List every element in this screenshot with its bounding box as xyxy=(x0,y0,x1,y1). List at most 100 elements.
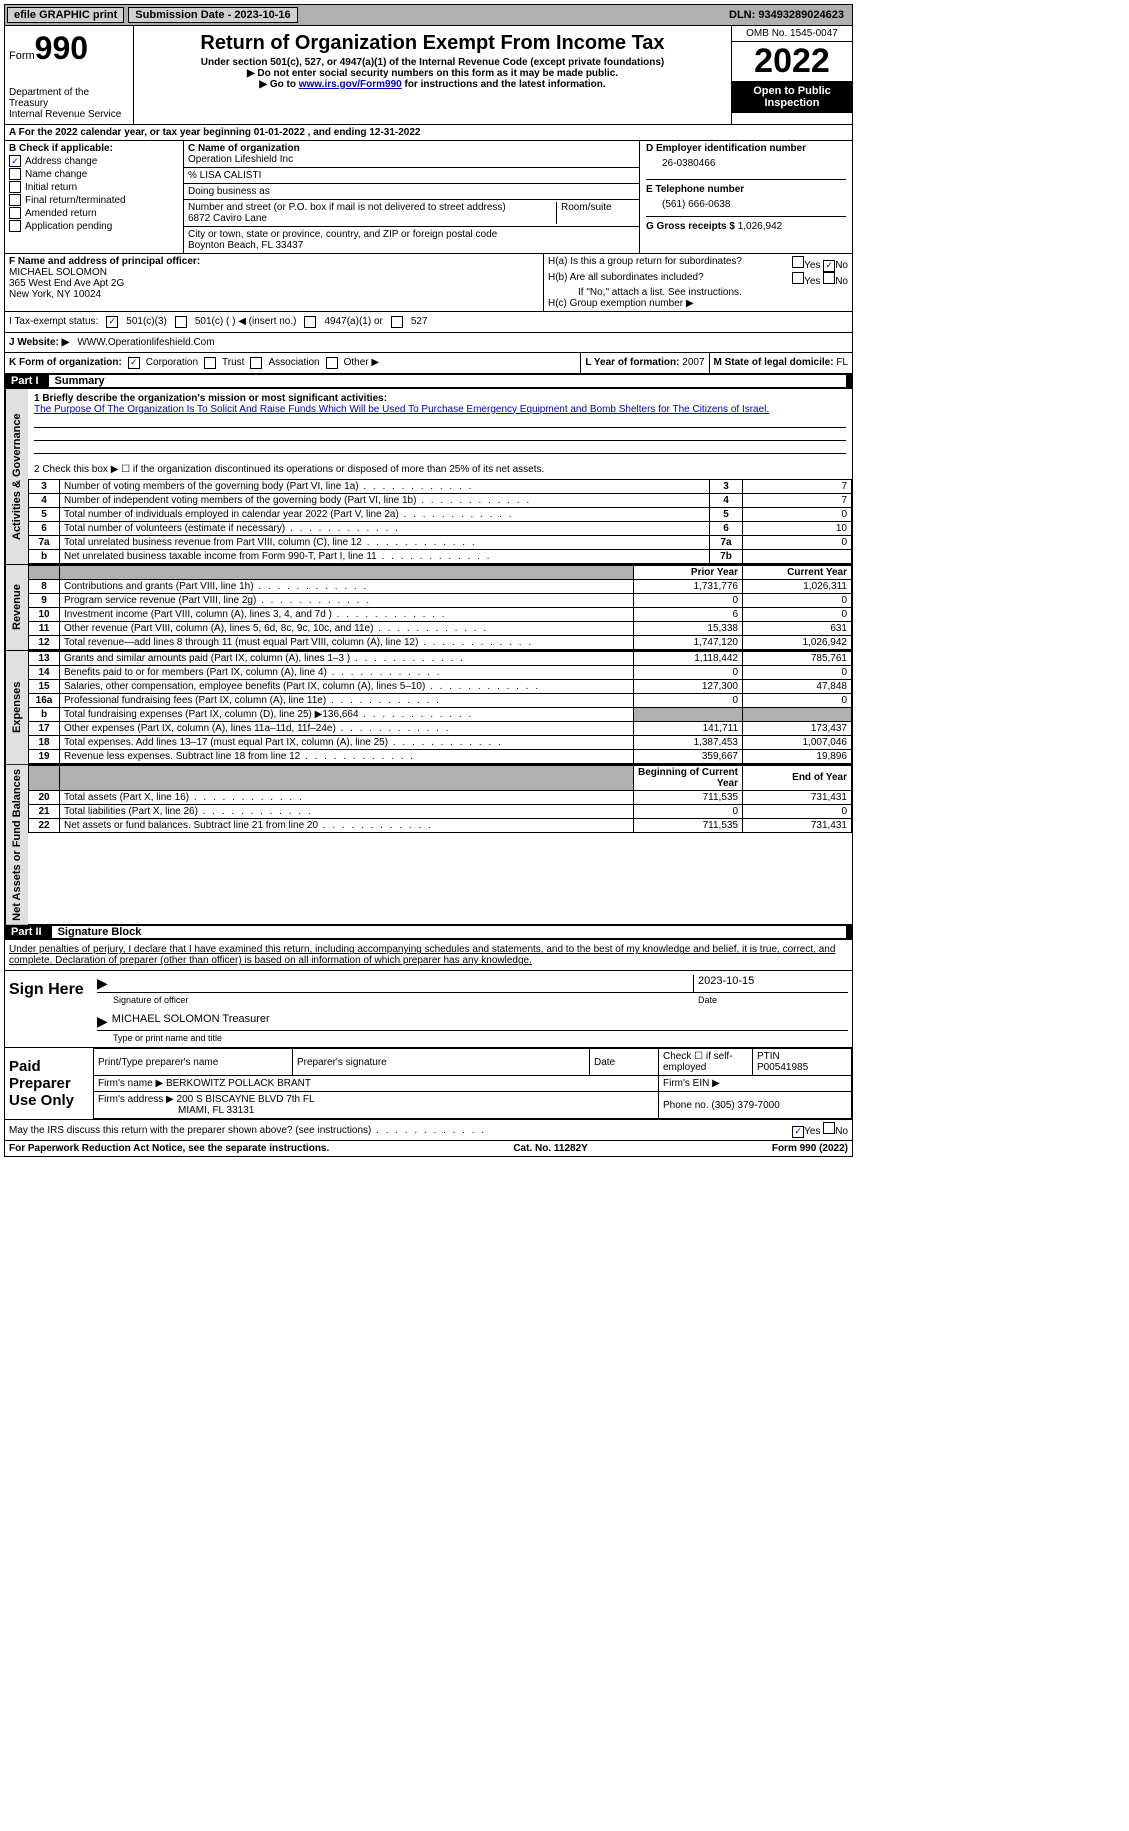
row-fh: F Name and address of principal officer:… xyxy=(5,253,852,311)
firm-addr: 200 S BISCAYNE BLVD 7th FL xyxy=(177,1094,315,1105)
i-label: I Tax-exempt status: xyxy=(9,316,98,327)
year-formation: 2007 xyxy=(682,357,704,368)
form-ref: Form 990 (2022) xyxy=(772,1143,848,1154)
prior-year-value: 6 xyxy=(634,607,743,621)
line-value: 7 xyxy=(743,493,852,507)
check-initial-return[interactable] xyxy=(9,181,21,193)
irs-link[interactable]: www.irs.gov/Form990 xyxy=(299,79,402,90)
line-box: 6 xyxy=(710,521,743,535)
row-a-calendar-year: A For the 2022 calendar year, or tax yea… xyxy=(5,125,852,141)
paid-preparer-row: Paid Preparer Use Only Print/Type prepar… xyxy=(5,1047,852,1119)
form-990: efile GRAPHIC print Submission Date - 20… xyxy=(4,4,853,1157)
check-address-change[interactable] xyxy=(9,155,21,167)
phone-label: Phone no. xyxy=(663,1100,709,1111)
phone-value: (305) 379-7000 xyxy=(711,1100,779,1111)
row-klm: K Form of organization: Corporation Trus… xyxy=(5,352,852,373)
col-h-group: H(a) Is this a group return for subordin… xyxy=(544,254,852,311)
form-header: Form990 Department of the Treasury Inter… xyxy=(5,26,852,125)
hc-label: H(c) Group exemption number ▶ xyxy=(548,298,848,309)
j-label: J Website: ▶ xyxy=(9,337,69,348)
col-prior-year: Prior Year xyxy=(634,565,743,579)
preparer-table: Print/Type preparer's name Preparer's si… xyxy=(93,1048,852,1119)
line-box: 5 xyxy=(710,507,743,521)
line-desc: Total fundraising expenses (Part IX, col… xyxy=(60,707,634,721)
header-left: Form990 Department of the Treasury Inter… xyxy=(5,26,134,124)
check-assoc[interactable] xyxy=(250,357,262,369)
check-name-change[interactable] xyxy=(9,168,21,180)
line-desc: Total number of individuals employed in … xyxy=(60,507,710,521)
dln: DLN: 93493289024623 xyxy=(729,9,850,21)
prep-date-label: Date xyxy=(590,1049,659,1076)
dept-treasury: Department of the Treasury Internal Reve… xyxy=(9,87,129,120)
ptin-value: P00541985 xyxy=(757,1062,808,1073)
firm-name-label: Firm's name ▶ xyxy=(98,1078,163,1089)
header-mid: Return of Organization Exempt From Incom… xyxy=(134,26,731,124)
current-year-value: 731,431 xyxy=(743,818,852,832)
line-value: 10 xyxy=(743,521,852,535)
cat-no: Cat. No. 11282Y xyxy=(513,1143,587,1154)
discuss-no[interactable] xyxy=(823,1122,835,1134)
check-corp[interactable] xyxy=(128,357,140,369)
check-501c[interactable] xyxy=(175,316,187,328)
check-final-return[interactable] xyxy=(9,194,21,206)
line-box: 7b xyxy=(710,549,743,563)
side-tab-exp: Expenses xyxy=(5,651,28,764)
officer-addr1: 365 West End Ave Apt 2G xyxy=(9,278,124,289)
check-other[interactable] xyxy=(326,357,338,369)
line-value xyxy=(743,549,852,563)
col-c-org-info: C Name of organization Operation Lifeshi… xyxy=(184,141,640,253)
line-value: 0 xyxy=(743,535,852,549)
current-year-value: 0 xyxy=(743,665,852,679)
part-1-header: Part I Summary xyxy=(5,373,852,389)
ha-yes[interactable] xyxy=(792,256,804,268)
line-desc: Benefits paid to or for members (Part IX… xyxy=(60,665,634,679)
header-right: OMB No. 1545-0047 2022 Open to Public In… xyxy=(731,26,852,124)
sub2: ▶ Do not enter social security numbers o… xyxy=(138,68,727,79)
room-suite: Room/suite xyxy=(556,202,635,224)
part-2-title: Signature Block xyxy=(52,926,846,938)
city-state-zip: Boynton Beach, FL 33437 xyxy=(188,240,635,251)
side-tab-net: Net Assets or Fund Balances xyxy=(5,765,28,925)
check-amended[interactable] xyxy=(9,207,21,219)
line-num: 10 xyxy=(29,607,60,621)
hb-no[interactable] xyxy=(823,272,835,284)
line-desc: Net unrelated business taxable income fr… xyxy=(60,549,710,563)
dba-label: Doing business as xyxy=(184,184,639,200)
col-d-ein: D Employer identification number 26-0380… xyxy=(640,141,852,253)
arrow-icon: ▶ xyxy=(97,975,108,992)
prior-year-value: 1,387,453 xyxy=(634,735,743,749)
check-527[interactable] xyxy=(391,316,403,328)
prior-year-value: 0 xyxy=(634,593,743,607)
ha-label: H(a) Is this a group return for subordin… xyxy=(548,256,742,272)
expenses-section: Expenses 13 Grants and similar amounts p… xyxy=(5,650,852,764)
row-i-tax-exempt: I Tax-exempt status: 501(c)(3) 501(c) ( … xyxy=(5,311,852,332)
check-4947[interactable] xyxy=(304,316,316,328)
prior-year-value: 1,118,442 xyxy=(634,651,743,665)
line-desc: Number of independent voting members of … xyxy=(60,493,710,507)
check-app-pending[interactable] xyxy=(9,220,21,232)
line-desc: Contributions and grants (Part VIII, lin… xyxy=(60,579,634,593)
line-box: 7a xyxy=(710,535,743,549)
net-assets-section: Net Assets or Fund Balances Beginning of… xyxy=(5,764,852,925)
efile-print-button[interactable]: efile GRAPHIC print xyxy=(7,7,124,23)
state-domicile: FL xyxy=(836,357,848,368)
side-tab-rev: Revenue xyxy=(5,565,28,650)
prior-year-value: 0 xyxy=(634,665,743,679)
part-2-num: Part II xyxy=(11,926,52,938)
tel-label: E Telephone number xyxy=(646,184,846,195)
check-501c3[interactable] xyxy=(106,316,118,328)
line-desc: Other expenses (Part IX, column (A), lin… xyxy=(60,721,634,735)
ha-no[interactable] xyxy=(823,260,835,272)
line-num: 18 xyxy=(29,735,60,749)
line-num: 15 xyxy=(29,679,60,693)
hb-yes[interactable] xyxy=(792,272,804,284)
revenue-table: Prior Year Current Year8 Contributions a… xyxy=(28,565,852,650)
check-trust[interactable] xyxy=(204,357,216,369)
omb-number: OMB No. 1545-0047 xyxy=(732,26,852,42)
discuss-yes[interactable] xyxy=(792,1126,804,1138)
discuss-label: May the IRS discuss this return with the… xyxy=(9,1125,486,1136)
street-address: 6872 Caviro Lane xyxy=(188,213,556,224)
line-box: 3 xyxy=(710,479,743,493)
line-value: 0 xyxy=(743,507,852,521)
mission-block: 1 Briefly describe the organization's mi… xyxy=(28,389,852,460)
